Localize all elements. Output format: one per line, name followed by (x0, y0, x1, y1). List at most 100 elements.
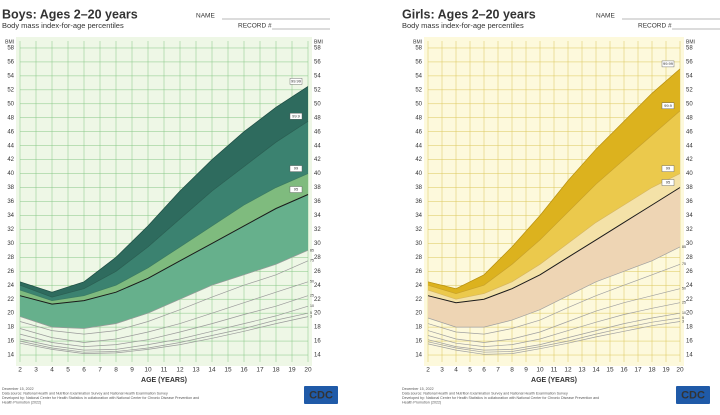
series-label: 5 (682, 316, 684, 320)
x-tick-label: 16 (240, 367, 248, 374)
footer-line: Data source: National Health and Nutriti… (2, 391, 168, 395)
x-tick-label: 19 (662, 367, 670, 374)
y-tick-label-left: 26 (7, 269, 14, 275)
x-tick-label: 17 (256, 367, 264, 374)
x-tick-label: 2 (426, 367, 430, 374)
y-tick-label-right: 32 (314, 227, 321, 233)
series-label: 75 (310, 259, 314, 263)
y-tick-label-right: 18 (686, 325, 693, 331)
x-tick-label: 14 (208, 367, 216, 374)
y-tick-label-left: 54 (415, 73, 422, 79)
x-tick-label: 20 (304, 367, 312, 374)
y-tick-label-right: 28 (314, 255, 321, 261)
chart-title: Boys: Ages 2–20 years (2, 7, 138, 21)
x-tick-label: 5 (468, 367, 472, 374)
y-tick-label-left: 52 (415, 87, 422, 93)
series-label: 99 (294, 166, 299, 171)
y-tick-label-left: 38 (7, 185, 14, 191)
name-label: NAME (196, 13, 215, 20)
percentile-line (19, 249, 309, 329)
series-label-box (289, 165, 303, 172)
series-label: 10 (682, 311, 686, 315)
y-tick-label-left: 36 (7, 199, 14, 205)
logo: CDC (681, 389, 705, 401)
y-tick-label-left: 42 (415, 157, 422, 163)
x-tick-label: 3 (34, 367, 38, 374)
x-tick-label: 17 (634, 367, 642, 374)
y-tick-label-right: 30 (314, 241, 321, 247)
y-tick-label-left: 44 (7, 143, 14, 149)
series-label-box (289, 78, 303, 85)
percentile-line (427, 263, 681, 335)
x-tick-label: 18 (272, 367, 280, 374)
chart-subtitle: Body mass index-for-age percentiles (2, 21, 124, 30)
x-tick-label: 7 (496, 367, 500, 374)
percentile-band (428, 173, 680, 303)
footer-line: Developed by: National Center for Health… (402, 396, 599, 400)
percentile-band (20, 194, 308, 329)
y-tick-label-right: 20 (314, 311, 321, 317)
y-tick-label-left: 22 (415, 297, 422, 303)
y-tick-label-left: 18 (7, 325, 14, 331)
x-tick-label: 6 (82, 367, 86, 374)
y-axis-label-left: BMI (5, 39, 14, 45)
y-tick-label-right: 16 (314, 339, 321, 345)
name-label: NAME (596, 13, 615, 20)
y-tick-label-left: 24 (415, 283, 422, 289)
y-tick-label-right: 54 (314, 73, 321, 79)
y-tick-label-right: 42 (686, 157, 693, 163)
percentile-line (19, 121, 309, 298)
percentile-line (19, 173, 309, 301)
percentile-line (427, 312, 681, 351)
x-tick-label: 12 (176, 367, 184, 374)
y-tick-label-right: 44 (314, 143, 321, 149)
y-tick-label-right: 52 (686, 87, 693, 93)
y-tick-label-right: 38 (314, 185, 321, 191)
y-tick-label-left: 34 (415, 213, 422, 219)
x-tick-label: 3 (440, 367, 444, 374)
series-label: 3 (310, 315, 312, 319)
y-tick-label-left: 28 (415, 255, 422, 261)
y-tick-label-left: 34 (7, 213, 14, 219)
footer-line: Data source: National Health and Nutriti… (402, 391, 568, 395)
y-tick-label-left: 26 (415, 269, 422, 275)
percentile-line (19, 194, 309, 305)
x-tick-label: 8 (114, 367, 118, 374)
y-tick-label-left: 30 (7, 241, 14, 247)
series-label: 99.99 (291, 78, 302, 83)
y-tick-label-left: 50 (7, 101, 14, 107)
y-tick-label-left: 14 (415, 353, 422, 359)
x-axis-label: AGE (YEARS) (141, 377, 187, 384)
record-label: RECORD # (638, 23, 672, 30)
logo-box (676, 386, 710, 404)
series-label: 75 (682, 262, 686, 266)
y-tick-label-right: 24 (314, 283, 321, 289)
y-tick-label-left: 54 (7, 73, 14, 79)
y-tick-label-right: 28 (686, 255, 693, 261)
chart-title: Girls: Ages 2–20 years (402, 7, 536, 21)
y-tick-label-left: 42 (7, 157, 14, 163)
y-tick-label-left: 36 (415, 199, 422, 205)
footer-line: Health Promotion (2022) (2, 400, 41, 404)
y-tick-label-right: 32 (686, 227, 693, 233)
x-tick-label: 14 (592, 367, 600, 374)
series-label: 5 (310, 311, 312, 315)
y-tick-label-right: 42 (314, 157, 321, 163)
x-tick-label: 18 (648, 367, 656, 374)
x-tick-label: 10 (536, 367, 544, 374)
y-tick-label-left: 28 (7, 255, 14, 261)
logo-box (304, 386, 338, 404)
y-tick-label-right: 56 (314, 60, 321, 66)
series-label-box (661, 165, 675, 172)
y-axis-label-left: BMI (413, 39, 422, 45)
percentile-line (427, 288, 681, 343)
x-tick-label: 9 (524, 367, 528, 374)
y-tick-label-right: 30 (686, 241, 693, 247)
y-tick-label-left: 38 (415, 185, 422, 191)
y-axis-label-right: BMI (686, 39, 695, 45)
series-label: 99.99 (663, 61, 674, 66)
x-tick-label: 10 (144, 367, 152, 374)
percentile-line (19, 316, 309, 354)
footer-line: Developed by: National Center for Health… (2, 396, 199, 400)
